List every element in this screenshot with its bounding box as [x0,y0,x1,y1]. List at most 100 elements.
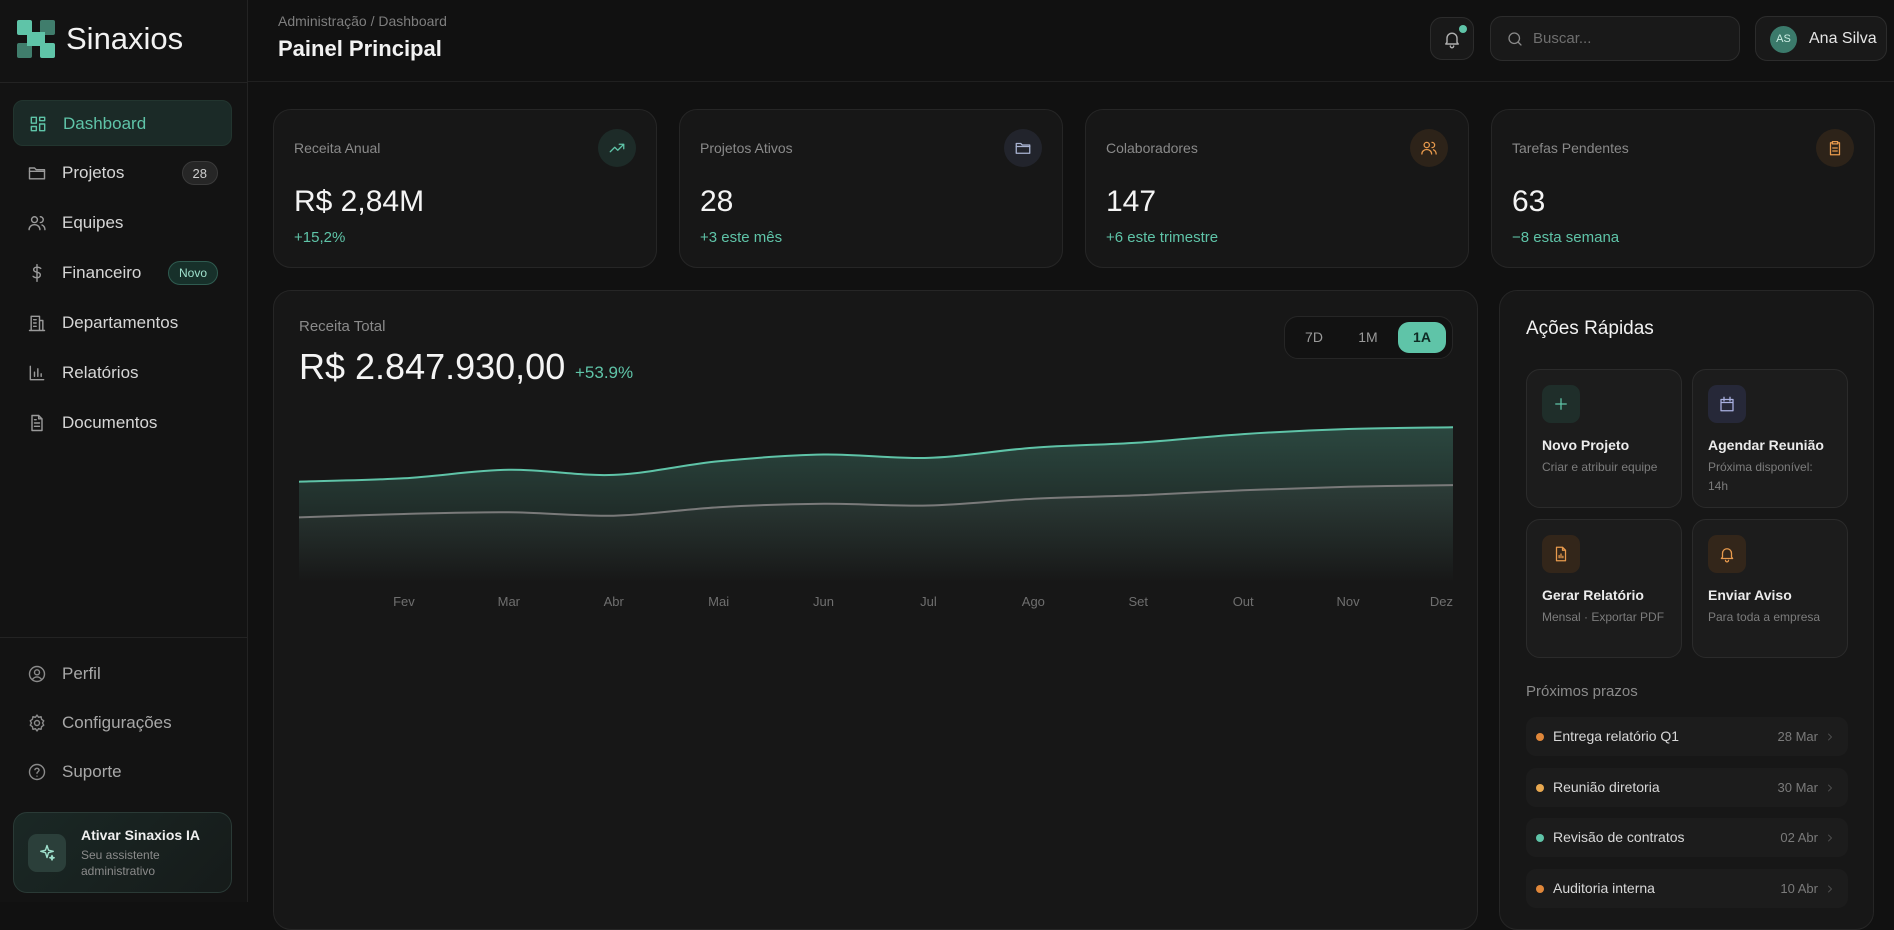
nav-item[interactable]: Equipes [13,200,232,246]
deadline-label: Reunião diretoria [1553,778,1660,795]
deadline-date: 02 Abr [1780,830,1818,845]
divider [0,637,248,638]
line [298,484,1454,519]
icon-part [31,676,43,681]
area-fill [299,485,1453,582]
action-title: Enviar Aviso [1708,587,1792,603]
icon-part [609,143,625,153]
action-tile[interactable]: Novo Projeto Criar e atribuir equipe [1526,369,1682,508]
icon-part [30,116,46,132]
bell-icon [1445,32,1459,49]
stat-value: 63 [1512,185,1546,218]
avatar: AS [1770,26,1797,53]
sparkle-icon [40,844,55,861]
brand: Sinaxios [66,21,184,56]
header: Administração / Dashboard Painel Principa… [248,0,1894,82]
users-icon [28,216,46,231]
sidebar: Sinaxios Dashboard Projetos 28 Equipes Financ… [0,0,248,902]
nav-item[interactable]: Perfil [13,651,232,697]
filechart-icon [1555,546,1567,562]
nav-item[interactable]: Documentos [13,400,232,446]
action-subtitle: Para toda a empresa [1708,610,1821,624]
range-tabs: 7D 1M 1A [1284,316,1453,359]
search-icon [1508,32,1522,46]
nav-item[interactable]: Relatórios [13,350,232,396]
users-icon [1421,141,1437,155]
stat-label: Colaboradores [1106,140,1198,156]
action-tile[interactable]: Enviar Aviso Para toda a empresa [1692,519,1848,658]
search-placeholder: Buscar... [1533,30,1592,47]
range-tab[interactable]: 1M [1358,329,1378,345]
icon-part [28,665,46,683]
page-title: Painel Principal [278,36,442,61]
action-title: Agendar Reunião [1708,437,1824,453]
action-tile[interactable]: Agendar Reunião Próxima disponível: 14h [1692,369,1848,508]
clip-icon [1829,140,1841,156]
action-title: Novo Projeto [1542,437,1630,453]
icon-part [32,263,42,283]
nav-label: Suporte [62,762,122,781]
icon-part [27,32,45,46]
logo [17,20,55,58]
x-tick-label: Abr [604,594,625,609]
revenue-label: Receita Total [299,318,386,335]
notifications-button[interactable] [1430,17,1474,60]
deadline-date: 30 Mar [1777,779,1818,795]
nav-item[interactable]: Configurações [13,700,232,746]
icon-part [1829,142,1841,156]
nav-label: Equipes [62,213,124,232]
cal-icon [1720,396,1734,412]
stat-value: 147 [1106,185,1157,218]
nav-badge: 28 [181,161,218,185]
icon-part [40,20,55,35]
deadline-row[interactable]: Reunião diretoria 30 Mar [1526,767,1848,807]
icon-part [28,763,46,781]
help-icon [28,763,46,781]
ai-subtitle: Seu assistente administrativo [81,848,160,878]
nav-item[interactable]: Financeiro Novo [13,250,232,296]
breadcrumb: Administração / Dashboard [278,13,447,29]
x-tick-label: Ago [1022,594,1045,609]
ai-card[interactable]: Ativar Sinaxios IA Seu assistente adminis… [13,812,232,893]
nav-tag: Novo [167,261,218,285]
icon-part [1555,398,1567,410]
status-dot [1536,733,1544,741]
nav-item[interactable]: Suporte [13,749,232,795]
icon-part [1828,784,1832,791]
stat-value: R$ 2,84M [294,185,425,218]
chev-icon [1828,885,1832,892]
x-tick-label: Out [1233,594,1254,609]
range-tab[interactable]: 7D [1305,329,1323,345]
icon-part [29,714,45,732]
icon-part [31,414,43,432]
nav-item[interactable]: Departamentos [13,300,232,346]
user-menu[interactable]: AS Ana Silva [1755,16,1887,61]
icon-part [1517,41,1522,46]
action-icon [1542,535,1580,573]
nav-item[interactable]: Dashboard [13,100,232,146]
action-icon [1708,535,1746,573]
nav-label: Configurações [62,713,172,732]
stat-label: Projetos Ativos [700,140,793,156]
deadline-row[interactable]: Auditoria interna 10 Abr [1526,868,1848,908]
doc-icon [31,414,43,432]
x-tick-label: Fev [393,594,415,609]
x-tick-label: Dez [1430,594,1453,609]
chev-icon [1828,733,1832,741]
nav-item[interactable]: Projetos 28 [13,150,232,196]
deadline-row[interactable]: Revisão de contratos 02 Abr [1526,818,1848,857]
icon-part [49,854,55,861]
revenue-change: +53.9% [575,363,634,382]
icon-part [17,20,32,35]
ai-title: Ativar Sinaxios IA [81,827,201,843]
range-tab[interactable]: 1A [1398,322,1446,353]
status-dot [1536,834,1544,842]
icon-part [33,669,41,676]
deadline-row[interactable]: Entrega relatório Q1 28 Mar [1526,717,1848,756]
nav-label: Dashboard [63,114,147,133]
search-box[interactable]: Buscar... [1490,16,1740,61]
quick-actions-panel: Ações Rápidas Novo Projeto Criar e atribui… [1499,290,1874,930]
action-tile[interactable]: Gerar Relatório Mensal · Exportar PDF [1526,519,1682,658]
icon-part [1828,885,1832,892]
